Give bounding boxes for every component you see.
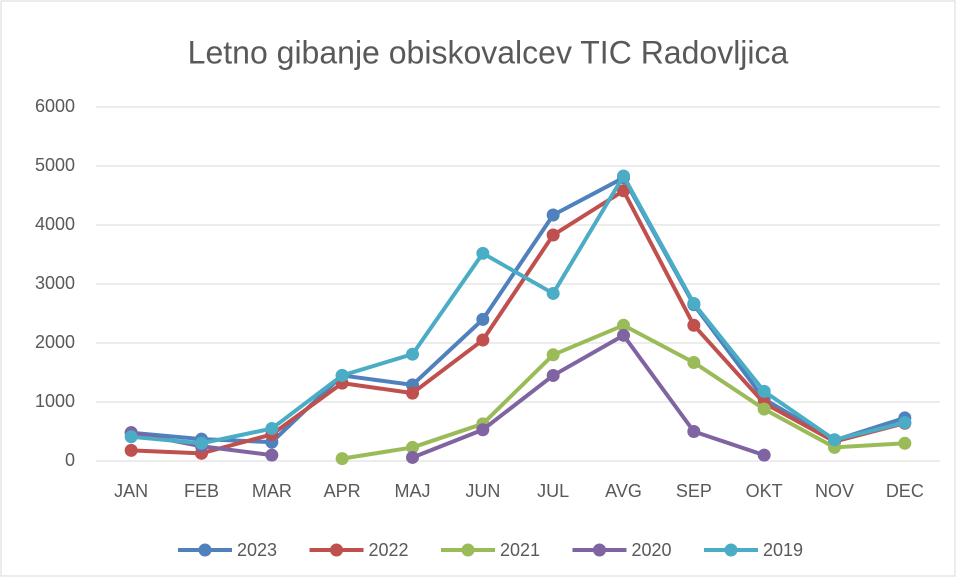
legend-label: 2019 — [763, 540, 803, 560]
legend-label: 2021 — [500, 540, 540, 560]
y-tick-label: 4000 — [35, 214, 75, 234]
point — [406, 450, 419, 464]
x-tick-label: OKT — [746, 481, 783, 501]
point — [617, 184, 630, 198]
x-tick-label: FEB — [184, 481, 219, 501]
x-tick-label: JUN — [465, 481, 500, 501]
y-tick-label: 3000 — [35, 273, 75, 293]
x-tick-label: JUL — [537, 481, 569, 501]
point — [476, 333, 490, 347]
y-tick-label: 0 — [65, 450, 75, 470]
point — [617, 318, 630, 332]
y-tick-label: 2000 — [35, 332, 75, 352]
legend-marker — [461, 543, 475, 557]
y-tick-label: 5000 — [35, 155, 75, 175]
series-line — [131, 188, 906, 456]
point — [757, 448, 771, 462]
x-tick-label: JAN — [114, 481, 148, 501]
legend-marker — [330, 543, 343, 557]
x-tick-label: APR — [324, 481, 361, 501]
point — [546, 228, 560, 242]
series-line — [130, 175, 906, 445]
point — [757, 402, 771, 416]
series-line — [130, 174, 906, 446]
x-tick-label: AVG — [605, 481, 642, 501]
legend-marker — [198, 543, 212, 557]
x-tick-label: MAR — [252, 481, 292, 501]
point — [898, 416, 912, 430]
point — [476, 246, 490, 260]
point — [265, 422, 279, 436]
point — [406, 386, 419, 400]
point — [617, 328, 630, 342]
chart-title: Letno gibanje obiskovalcev TIC Radovljic… — [188, 34, 789, 70]
point — [546, 368, 560, 382]
point — [757, 384, 771, 398]
point — [617, 169, 630, 183]
point — [406, 440, 419, 454]
point — [546, 348, 560, 362]
point — [898, 436, 912, 450]
x-tick-label: DEC — [886, 481, 924, 501]
point — [335, 368, 349, 382]
legend-marker — [593, 543, 606, 557]
y-tick-label: 1000 — [35, 391, 75, 411]
point — [687, 355, 701, 369]
y-tick-label: 6000 — [35, 96, 75, 116]
point — [476, 312, 490, 326]
point — [828, 433, 841, 447]
legend-marker — [724, 543, 738, 557]
x-tick-label: NOV — [815, 481, 854, 501]
point — [687, 425, 701, 438]
point — [546, 286, 560, 300]
point — [406, 347, 419, 361]
point — [195, 436, 208, 450]
x-tick-label: MAJ — [395, 481, 431, 501]
point — [124, 443, 138, 457]
point — [335, 452, 349, 466]
legend-label: 2020 — [632, 540, 672, 560]
point — [546, 208, 560, 222]
legend-label: 2022 — [369, 540, 409, 560]
point — [124, 430, 138, 444]
point — [687, 296, 701, 310]
legend-label: 2023 — [237, 540, 277, 560]
point — [265, 448, 279, 462]
point — [687, 318, 701, 332]
point — [476, 423, 490, 437]
x-tick-label: SEP — [676, 481, 712, 501]
